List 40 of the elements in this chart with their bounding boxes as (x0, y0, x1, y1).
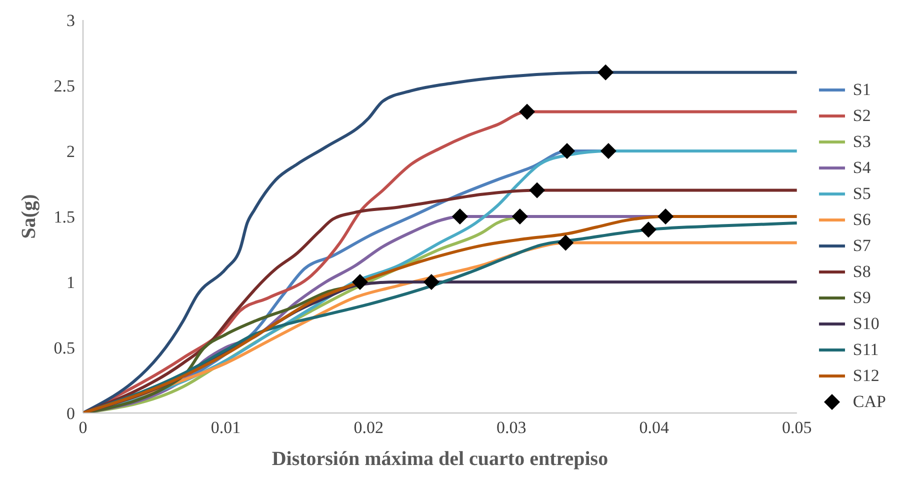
legend-label: S8 (852, 260, 871, 282)
y-tick-label: 2.5 (54, 76, 75, 96)
y-axis-title: Sa(g) (18, 194, 40, 239)
point (640, 222, 656, 238)
x-axis-title: Distorsión máxima del cuarto entrepiso (272, 448, 608, 470)
point (658, 208, 674, 224)
x-tick-label: 0.03 (496, 418, 526, 438)
y-tick-label: 1.5 (54, 208, 75, 227)
point (529, 182, 546, 198)
y-tick-label: 3 (66, 11, 75, 30)
legend-label: S7 (852, 234, 871, 256)
x-tick-label: 0.05 (782, 418, 812, 438)
legend-label: S11 (852, 338, 879, 360)
y-tick-label: 0 (66, 404, 75, 424)
x-tick-label: 0.04 (639, 418, 670, 438)
point (452, 208, 468, 224)
legend-label: S9 (852, 286, 871, 308)
legend-label: S12 (852, 364, 880, 386)
point (558, 234, 574, 251)
point (423, 274, 440, 290)
legend-label: S10 (852, 312, 880, 334)
legend-label: S1 (852, 78, 871, 100)
point (600, 143, 616, 159)
point (352, 274, 368, 290)
x-tick-label: 0.02 (354, 418, 384, 438)
point (559, 143, 576, 159)
point (598, 64, 614, 80)
legend-label: CAP (852, 390, 886, 412)
x-tick-label: 0.01 (210, 418, 241, 438)
legend-label: S4 (852, 156, 871, 178)
legend-label: S3 (852, 130, 871, 152)
y-tick-label: 0.5 (54, 338, 75, 358)
point (519, 104, 536, 120)
legend-label: S6 (852, 208, 871, 230)
x-tick-label: 0 (78, 418, 88, 438)
y-tick-label: 2 (66, 142, 75, 162)
legend-label: S2 (852, 104, 871, 126)
y-tick-label: 1 (66, 273, 75, 292)
point (512, 208, 528, 224)
legend-label: S5 (852, 182, 871, 204)
